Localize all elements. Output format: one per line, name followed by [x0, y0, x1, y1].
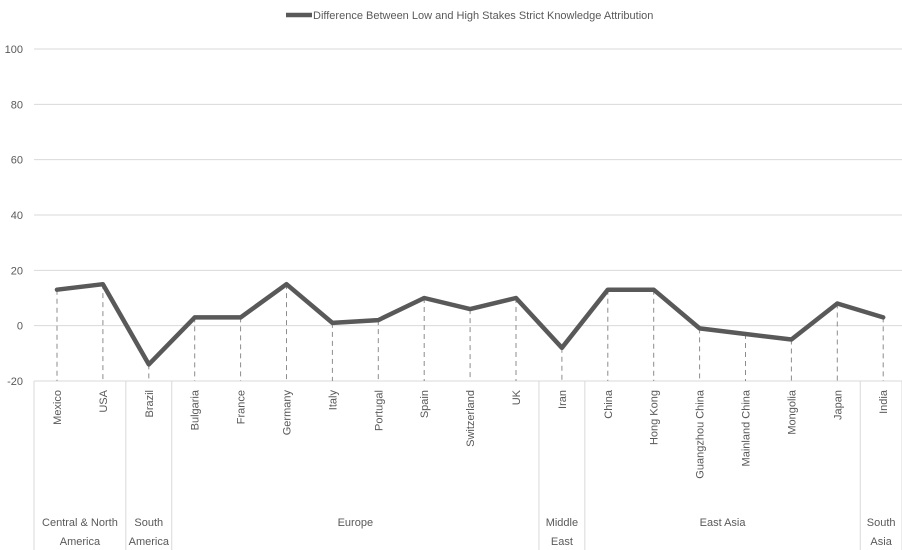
category-label: Mainland China [741, 389, 753, 466]
category-label: India [878, 389, 890, 414]
category-label: China [603, 389, 615, 419]
series-line [54, 281, 886, 367]
category-label: Switzerland [465, 390, 477, 447]
drop-lines [56, 284, 884, 381]
group-axis: Central & North America South America Europe… [33, 381, 902, 550]
legend: Difference Between Low and High Stakes S… [286, 10, 653, 22]
category-label: Bulgaria [190, 389, 202, 430]
series-layer [54, 281, 886, 367]
group-label: America [129, 536, 170, 548]
y-tick-label: 80 [11, 99, 23, 111]
y-tick-label: -20 [7, 376, 23, 388]
group-label: East Asia [700, 517, 747, 529]
y-tick-label: 0 [17, 321, 23, 333]
category-label: Guangzhou China [695, 389, 707, 479]
category-label: France [236, 390, 248, 424]
group-label: South [134, 517, 163, 529]
category-axis: Mexico USA Brazil Bulgaria France Germany Ital… [52, 389, 890, 479]
category-label: Hong Kong [649, 390, 661, 445]
y-tick-label: 20 [11, 265, 23, 277]
category-label: Spain [419, 390, 431, 418]
category-label: Iran [557, 390, 569, 409]
category-label: Italy [327, 390, 339, 411]
category-label: Portugal [373, 390, 385, 431]
group-label: Middle [546, 517, 578, 529]
group-label: Europe [338, 517, 373, 529]
legend-label: Difference Between Low and High Stakes S… [313, 10, 653, 22]
gridlines [34, 48, 902, 382]
y-tick-label: 40 [11, 210, 23, 222]
group-label: East [551, 536, 573, 548]
category-label: Brazil [144, 390, 156, 418]
category-label: Germany [282, 390, 294, 436]
category-label: Mongolia [786, 389, 798, 435]
category-label: Japan [832, 390, 844, 420]
group-label: South [867, 517, 896, 529]
group-label: Central & North [42, 517, 118, 529]
category-label: USA [98, 389, 110, 412]
y-axis-ticks: -20 0 20 40 60 80 100 [5, 44, 23, 388]
group-label: America [60, 536, 101, 548]
category-label: Mexico [52, 390, 64, 425]
category-label: UK [511, 389, 523, 405]
y-tick-label: 60 [11, 155, 23, 167]
group-label: Asia [870, 536, 892, 548]
y-tick-label: 100 [5, 44, 23, 56]
